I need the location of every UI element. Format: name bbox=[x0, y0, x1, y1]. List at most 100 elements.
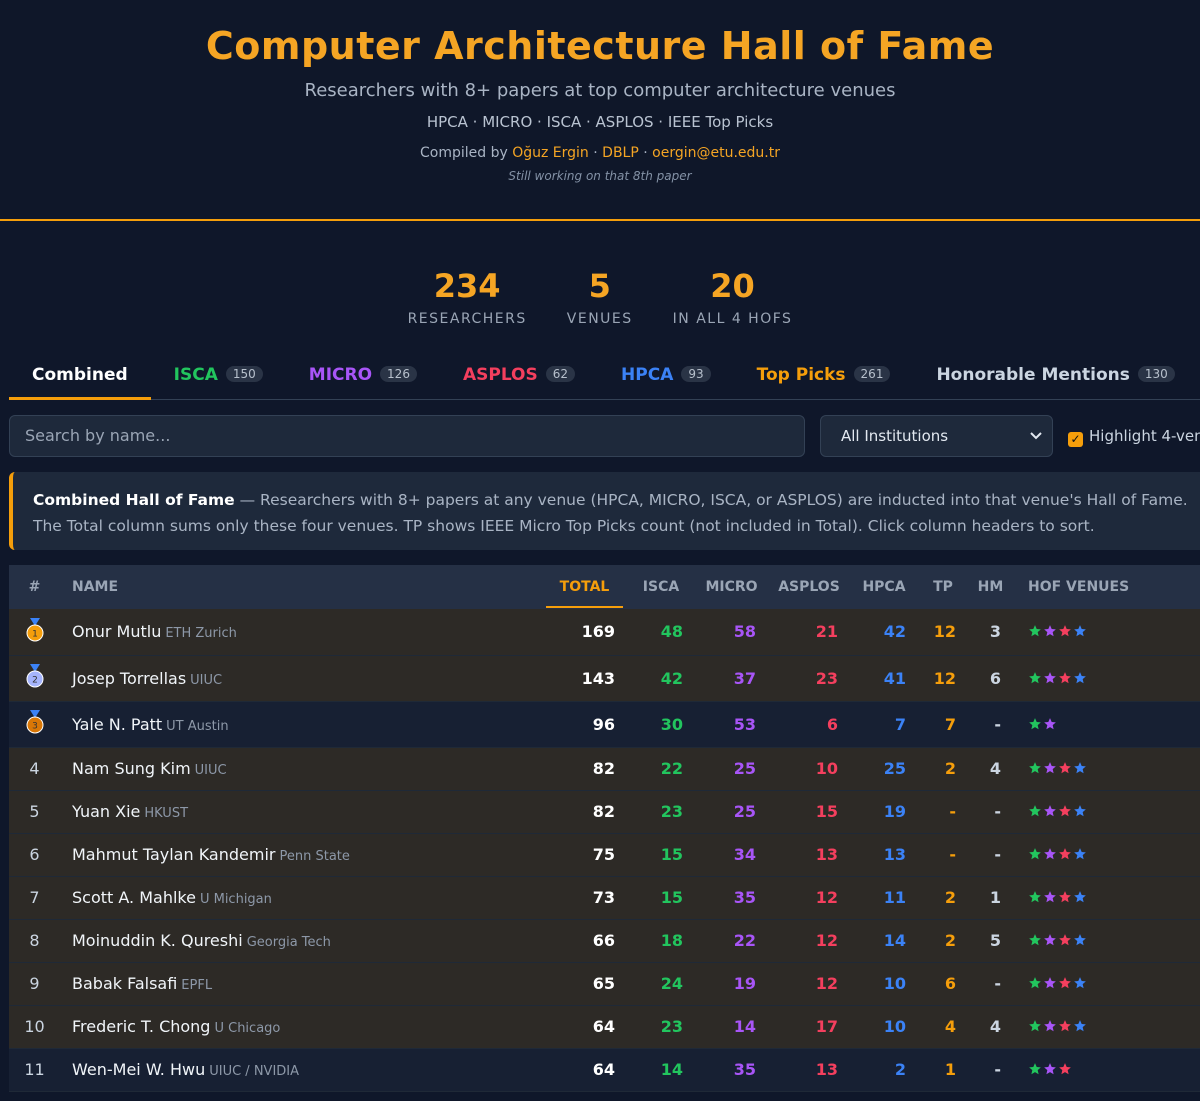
count-cell: 7 bbox=[918, 701, 968, 748]
medal-rank: 3 bbox=[32, 722, 38, 732]
tab[interactable]: MICRO 126 bbox=[286, 355, 440, 400]
rank: 7 bbox=[29, 888, 40, 907]
star-shape bbox=[1044, 671, 1056, 683]
column-header[interactable]: ASPLOS bbox=[768, 565, 850, 609]
researcher-name: Moinuddin K. Qureshi bbox=[72, 931, 243, 950]
hof-star bbox=[1029, 625, 1041, 637]
medal bbox=[26, 624, 43, 642]
star-shape bbox=[1029, 1020, 1041, 1032]
tab[interactable]: ISCA 150 bbox=[151, 355, 286, 400]
count-cell: 35 bbox=[695, 1048, 768, 1092]
medal-ribbon bbox=[29, 710, 40, 718]
author-link[interactable]: Oğuz Ergin bbox=[512, 145, 589, 161]
count-cell: 96 bbox=[542, 701, 627, 748]
count-cell: 12 bbox=[918, 609, 968, 656]
dblp-link[interactable]: DBLP bbox=[602, 145, 639, 161]
column-header[interactable]: TP bbox=[918, 565, 968, 609]
star-shape bbox=[1029, 717, 1041, 729]
highlight-toggle[interactable]: ✓ Highlight 4-venu bbox=[1068, 427, 1200, 447]
rank-cell: 4 bbox=[9, 747, 60, 791]
hof-venues bbox=[1013, 747, 1200, 791]
tab-label: MICRO bbox=[308, 365, 373, 385]
institution: UIUC bbox=[194, 763, 227, 778]
hof-star bbox=[1044, 934, 1056, 946]
researcher-name: Wen-Mei W. Hwu bbox=[72, 1060, 206, 1079]
tab[interactable]: HPCA 93 bbox=[598, 355, 734, 400]
star-shape bbox=[1059, 762, 1071, 774]
medal bbox=[26, 670, 43, 688]
count-cell: 75 bbox=[542, 833, 627, 877]
stat: 20 IN ALL 4 HOFS bbox=[673, 267, 793, 327]
hof-venues bbox=[1013, 701, 1200, 748]
count-cell: 23 bbox=[627, 790, 695, 834]
star-shape bbox=[1029, 671, 1041, 683]
tab[interactable]: Combined bbox=[9, 355, 151, 400]
checkbox[interactable]: ✓ bbox=[1068, 432, 1083, 447]
column-header[interactable]: TOTAL bbox=[542, 565, 627, 609]
email-link[interactable]: oergin@etu.edu.tr bbox=[652, 145, 781, 161]
tab[interactable]: Honorable Mentions 130 bbox=[913, 355, 1197, 400]
count-cell: 22 bbox=[695, 919, 768, 963]
star-shape bbox=[1074, 805, 1086, 817]
count-cell: - bbox=[918, 790, 968, 834]
name-cell: Mahmut Taylan Kandemir Penn State bbox=[60, 833, 542, 877]
rank-cell: 2 bbox=[9, 655, 60, 702]
column-header[interactable]: NAME bbox=[60, 565, 542, 609]
star-shape bbox=[1059, 891, 1071, 903]
column-header[interactable]: ISCA bbox=[627, 565, 695, 609]
column-header[interactable]: HM bbox=[968, 565, 1013, 609]
star-shape bbox=[1044, 934, 1056, 946]
count-cell: - bbox=[968, 701, 1013, 748]
count-cell: 24 bbox=[627, 962, 695, 1006]
column-header[interactable]: HOF VENUES bbox=[1013, 565, 1200, 609]
hof-star bbox=[1059, 671, 1071, 683]
researcher-name: Mahmut Taylan Kandemir bbox=[72, 845, 276, 864]
count-cell: 15 bbox=[627, 876, 695, 920]
institution: U Michigan bbox=[199, 892, 272, 907]
star-shape bbox=[1059, 625, 1071, 637]
credits-prefix: Compiled by bbox=[419, 145, 508, 161]
column-header[interactable]: HPCA bbox=[850, 565, 918, 609]
hof-venues bbox=[1013, 1048, 1200, 1092]
rank: 6 bbox=[29, 845, 40, 864]
star-shape bbox=[1074, 671, 1086, 683]
medal bbox=[26, 716, 43, 734]
tab[interactable]: ASPLOS 62 bbox=[440, 355, 598, 400]
institution-select[interactable]: All Institutions bbox=[820, 415, 1053, 457]
search-input[interactable]: Search by name... bbox=[9, 415, 805, 457]
count-cell: 22 bbox=[627, 747, 695, 791]
highlight-label: Highlight 4-venu bbox=[1089, 427, 1200, 445]
institution: Georgia Tech bbox=[246, 935, 331, 950]
researcher-name: Babak Falsafi bbox=[72, 974, 178, 993]
count-cell: 10 bbox=[768, 747, 850, 791]
table-row: 7 Scott A. Mahlke U Michigan 73 15 35 12 11 2 1 bbox=[9, 876, 1200, 920]
count-cell: 18 bbox=[627, 919, 695, 963]
table-row: 11 Wen-Mei W. Hwu UIUC / NVIDIA 64 14 35 13 2 1- bbox=[9, 1048, 1200, 1092]
star-shape bbox=[1074, 1020, 1086, 1032]
count-cell: 19 bbox=[850, 790, 918, 834]
stat: 234 RESEARCHERS bbox=[408, 267, 527, 327]
count-cell: 65 bbox=[542, 962, 627, 1006]
name-cell: Babak Falsafi EPFL bbox=[60, 962, 542, 1006]
star-shape bbox=[1044, 762, 1056, 774]
count-cell: 6 bbox=[968, 655, 1013, 702]
hof-venues bbox=[1013, 1005, 1200, 1049]
tab-count: 62 bbox=[545, 366, 576, 382]
rank-cell: 3 bbox=[9, 701, 60, 748]
rank: 4 bbox=[29, 759, 40, 778]
hof-star bbox=[1074, 805, 1086, 817]
star-shape bbox=[1074, 977, 1086, 989]
stat-label: RESEARCHERS bbox=[407, 311, 527, 327]
star-shape bbox=[1044, 977, 1056, 989]
rank-cell: 9 bbox=[9, 962, 60, 1006]
count-cell: 12 bbox=[768, 876, 850, 920]
column-header[interactable]: MICRO bbox=[695, 565, 768, 609]
count-cell: 13 bbox=[768, 833, 850, 877]
stat: 5 VENUES bbox=[567, 267, 633, 327]
count-cell: 53 bbox=[695, 701, 768, 748]
table-body: 1 Onur Mutlu ETH Zurich 169 48 58 21 42 12 3 2 Jose… bbox=[9, 609, 1200, 1092]
star-shape bbox=[1074, 762, 1086, 774]
hof-star bbox=[1044, 977, 1056, 989]
tab-label: Top Picks bbox=[756, 365, 846, 385]
tab[interactable]: Top Picks 261 bbox=[734, 355, 914, 400]
